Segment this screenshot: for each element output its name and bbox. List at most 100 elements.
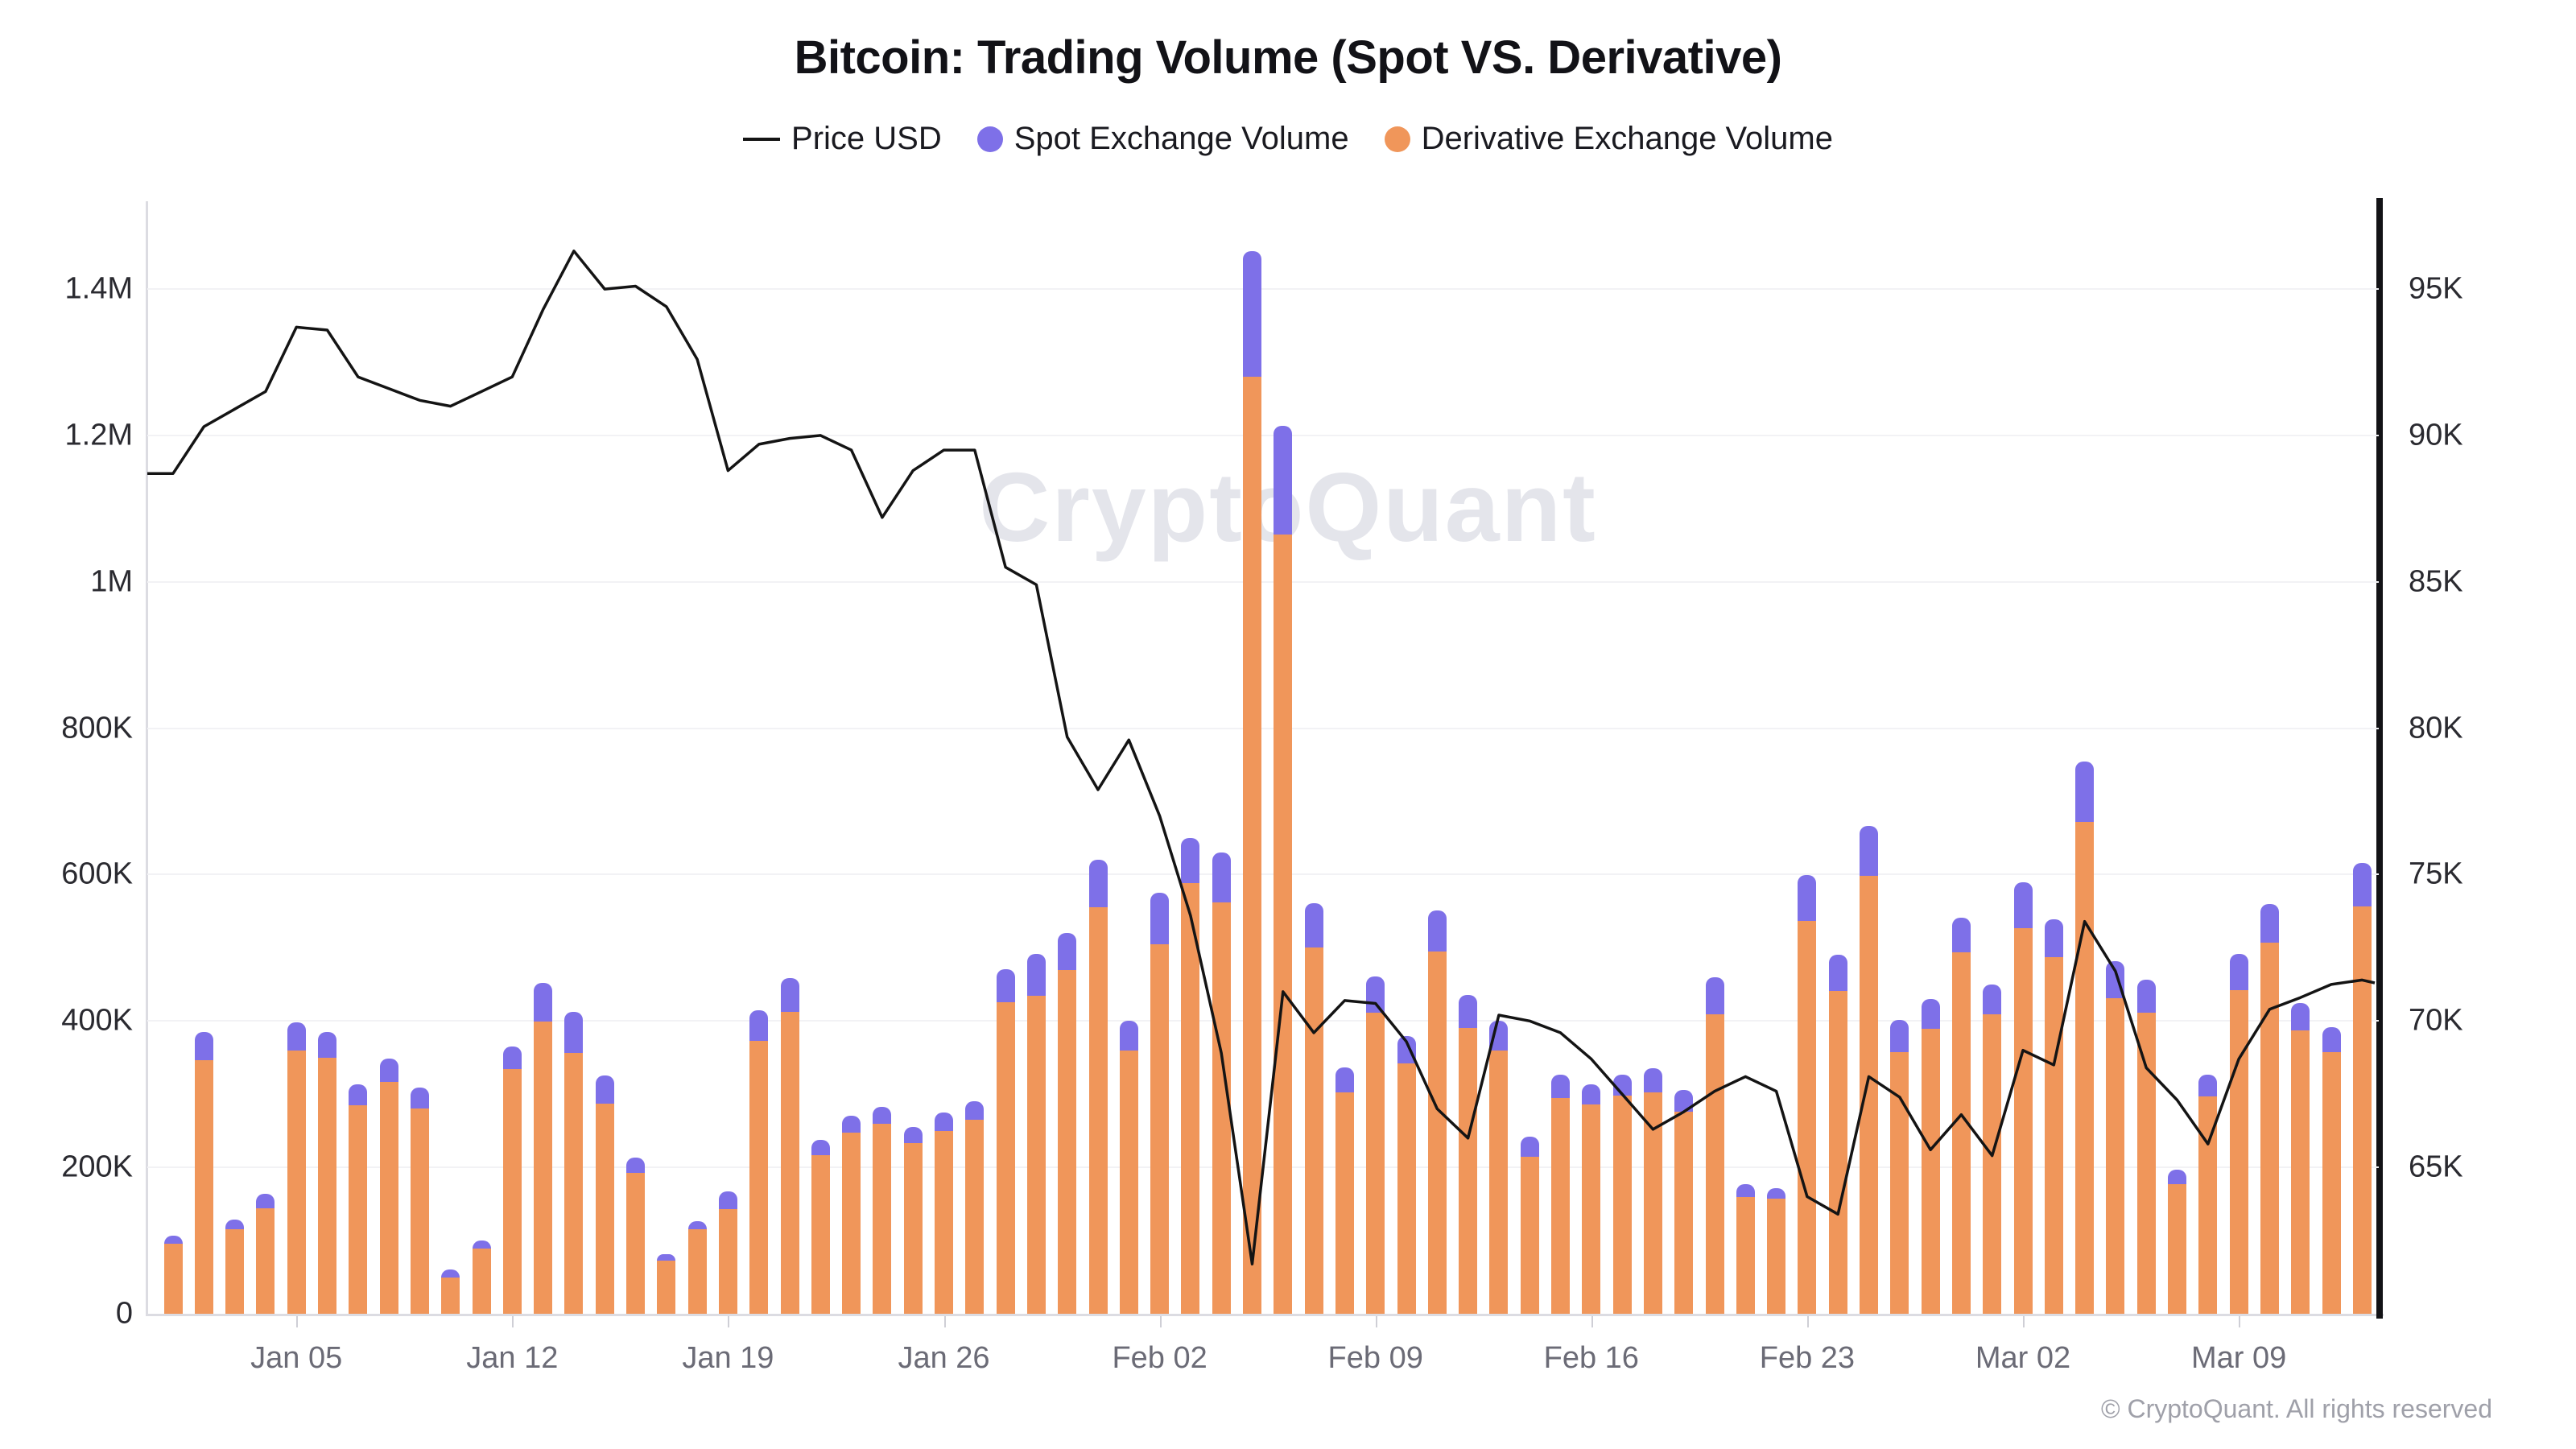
bar-spot-segment: [472, 1241, 491, 1249]
bar-derivative-segment: [965, 1120, 985, 1314]
bar-derivative-segment: [1921, 1029, 1940, 1314]
bar-jan-20[interactable]: [749, 1009, 769, 1314]
bar-jan-16[interactable]: [626, 1158, 645, 1314]
bar-feb-11[interactable]: [1427, 910, 1447, 1314]
bar-derivative-segment: [1674, 1112, 1694, 1314]
bar-feb-22[interactable]: [1767, 1187, 1786, 1314]
bar-jan-12[interactable]: [502, 1046, 522, 1314]
bar-spot-segment: [163, 1235, 183, 1244]
bar-feb-01[interactable]: [1119, 1021, 1138, 1314]
bar-derivative-segment: [1459, 1027, 1478, 1314]
bar-jan-06[interactable]: [318, 1031, 336, 1314]
bar-spot-segment: [595, 1075, 614, 1104]
bar-feb-10[interactable]: [1397, 1035, 1416, 1314]
bar-feb-14[interactable]: [1520, 1136, 1539, 1314]
bar-feb-27[interactable]: [1921, 999, 1940, 1314]
bar-derivative-segment: [1767, 1199, 1786, 1314]
bar-feb-07[interactable]: [1304, 902, 1323, 1314]
bar-feb-25[interactable]: [1860, 825, 1878, 1314]
bar-jan-26[interactable]: [935, 1112, 953, 1314]
bar-jan-21[interactable]: [780, 977, 799, 1314]
bar-feb-21[interactable]: [1736, 1184, 1755, 1314]
bar-jan-05[interactable]: [287, 1022, 306, 1314]
bar-feb-15[interactable]: [1551, 1074, 1570, 1314]
bar-derivative-segment: [1366, 1013, 1385, 1314]
bar-feb-12[interactable]: [1459, 994, 1478, 1314]
bar-spot-segment: [564, 1011, 584, 1054]
bar-jan-29[interactable]: [1026, 953, 1046, 1314]
bar-mar-02[interactable]: [2013, 881, 2033, 1314]
legend-item-price-usd[interactable]: Price USD: [743, 121, 942, 157]
bar-jan-30[interactable]: [1058, 933, 1077, 1314]
legend-item-derivative-exchange-volume[interactable]: Derivative Exchange Volume: [1384, 121, 1833, 157]
bar-spot-segment: [1520, 1136, 1539, 1158]
bar-jan-24[interactable]: [873, 1106, 892, 1314]
bar-derivative-segment: [2136, 1013, 2156, 1314]
bar-derivative-segment: [1088, 907, 1108, 1314]
left-axis-tick-label: 600K: [61, 857, 133, 891]
bar-derivative-segment: [2013, 927, 2033, 1314]
bar-jan-01[interactable]: [163, 1235, 183, 1314]
legend-item-spot-exchange-volume[interactable]: Spot Exchange Volume: [976, 121, 1349, 157]
bar-jan-14[interactable]: [564, 1011, 584, 1314]
bar-feb-23[interactable]: [1798, 874, 1817, 1314]
bar-feb-24[interactable]: [1828, 954, 1847, 1314]
bar-jan-31[interactable]: [1088, 860, 1108, 1314]
x-axis-label: Jan 26: [898, 1341, 990, 1375]
bar-jan-09[interactable]: [410, 1088, 429, 1314]
bar-jan-22[interactable]: [811, 1139, 830, 1314]
bar-jan-19[interactable]: [718, 1191, 737, 1314]
right-axis-spine: [2376, 198, 2383, 1319]
bar-feb-28[interactable]: [1951, 918, 1971, 1314]
bar-feb-06[interactable]: [1274, 426, 1293, 1314]
bar-jan-23[interactable]: [842, 1115, 861, 1314]
bar-spot-segment: [2075, 762, 2095, 823]
bar-jan-04[interactable]: [256, 1193, 275, 1314]
bar-feb-03[interactable]: [1181, 838, 1200, 1314]
bar-mar-01[interactable]: [1983, 984, 2002, 1314]
bar-feb-04[interactable]: [1212, 852, 1231, 1314]
bar-mar-06[interactable]: [2136, 980, 2156, 1314]
bar-spot-segment: [410, 1088, 429, 1109]
bar-feb-02[interactable]: [1150, 893, 1170, 1314]
bar-feb-19[interactable]: [1674, 1089, 1694, 1314]
gridline: [147, 434, 2379, 436]
bar-spot-segment: [811, 1139, 830, 1155]
bar-spot-segment: [2229, 953, 2248, 991]
bar-jan-18[interactable]: [687, 1220, 707, 1314]
x-axis-tick: [1591, 1316, 1593, 1327]
bar-spot-segment: [1026, 953, 1046, 996]
bar-jan-02[interactable]: [194, 1031, 213, 1314]
bar-feb-18[interactable]: [1643, 1068, 1662, 1314]
bar-jan-08[interactable]: [379, 1058, 398, 1314]
bar-jan-17[interactable]: [657, 1254, 676, 1314]
bar-jan-11[interactable]: [472, 1241, 491, 1314]
bar-mar-07[interactable]: [2168, 1169, 2186, 1314]
bar-feb-16[interactable]: [1582, 1084, 1601, 1314]
bar-jan-28[interactable]: [996, 968, 1015, 1314]
bar-mar-08[interactable]: [2198, 1074, 2218, 1314]
right-axis-tick-label: 75K: [2409, 857, 2463, 891]
x-axis-label: Feb 16: [1543, 1341, 1639, 1375]
bar-feb-05[interactable]: [1243, 250, 1261, 1314]
bar-spot-segment: [1767, 1187, 1786, 1199]
bar-mar-10[interactable]: [2260, 903, 2279, 1314]
bar-derivative-segment: [1427, 951, 1447, 1314]
bar-jan-25[interactable]: [903, 1127, 923, 1314]
bar-jan-15[interactable]: [595, 1075, 614, 1314]
price-line[interactable]: [147, 201, 2379, 1314]
bar-mar-13[interactable]: [2352, 862, 2372, 1314]
bar-feb-08[interactable]: [1335, 1067, 1354, 1314]
bar-derivative-segment: [1026, 995, 1046, 1314]
bar-mar-11[interactable]: [2291, 1002, 2310, 1314]
bar-jan-13[interactable]: [534, 983, 553, 1314]
bar-derivative-segment: [718, 1208, 737, 1314]
bar-jan-07[interactable]: [349, 1084, 368, 1314]
bar-feb-26[interactable]: [1890, 1019, 1909, 1314]
bar-jan-27[interactable]: [965, 1101, 985, 1314]
bar-derivative-segment: [2106, 998, 2125, 1314]
bar-mar-12[interactable]: [2322, 1026, 2341, 1314]
bar-jan-10[interactable]: [441, 1269, 460, 1314]
bar-spot-segment: [935, 1112, 953, 1131]
bar-jan-03[interactable]: [225, 1219, 245, 1314]
